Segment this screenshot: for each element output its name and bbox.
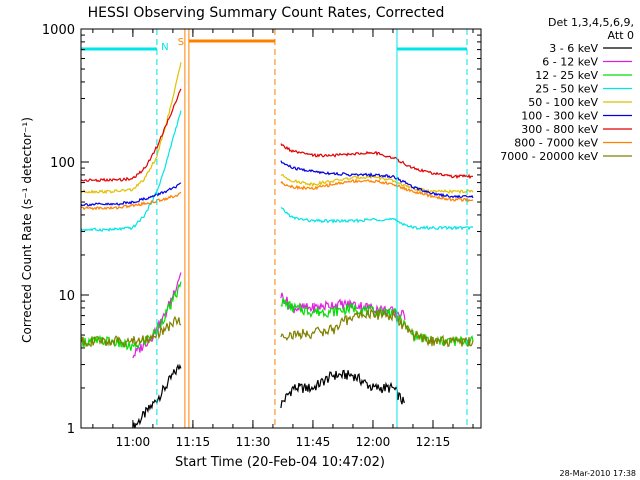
series-line-3-b [280,298,474,348]
series-line-1-b [280,369,405,409]
chart-title: HESSI Observing Summary Count Rates, Cor… [88,5,445,21]
x-tick-label-4: 12:00 [356,435,391,449]
plot-frame [80,28,482,429]
plot-content [80,62,474,429]
series-line-9-a [80,315,182,348]
axes: 11:00 11:15 11:30 11:45 12:00 12:15 1 10 100 1000 [42,23,482,449]
legend-label-1: 3 - 6 keV [549,42,598,55]
legend-label-6: 100 - 300 keV [521,110,598,123]
legend-label-8: 800 - 7000 keV [514,137,598,150]
marker-label-n: N [161,42,168,53]
series-line-4-a [80,110,182,233]
series-line-7-a [80,88,182,183]
series-line-4-b [280,207,474,231]
series-line-8-b [280,178,474,203]
x-tick-label-3: 11:45 [296,435,331,449]
series-line-5-a [80,62,182,195]
legend-header-1: Det 1,3,4,5,6,9, [548,16,634,29]
y-tick-label-0: 1 [67,422,75,437]
series-line-3-a [80,281,182,351]
x-axis-label: Start Time (20-Feb-04 10:47:02) [175,455,385,470]
y-tick-label-3: 1000 [42,23,75,38]
legend-label-5: 50 - 100 keV [528,96,598,109]
legend-label-4: 25 - 50 keV [535,83,598,96]
x-tick-label-1: 11:15 [176,435,211,449]
x-tick-label-5: 12:15 [416,435,451,449]
legend-header-2: Att 0 [608,29,634,42]
marker-label-s: S [178,37,184,48]
legend-label-2: 6 - 12 keV [542,56,598,69]
series-line-6-a [80,182,182,207]
legend-label-7: 300 - 800 keV [521,123,598,136]
series-line-7-b [280,143,473,180]
series-line-9-b [280,307,474,348]
x-tick-label-2: 11:30 [236,435,271,449]
legend-label-9: 7000 - 20000 keV [500,150,598,163]
legend-label-3: 12 - 25 keV [535,69,598,82]
footer-timestamp: 28-Mar-2010 17:38 [560,469,637,478]
series-line-2-a [132,272,182,359]
y-axis-label: Corrected Count Rate (s⁻¹ detector⁻¹) [20,117,34,343]
y-tick-label-1: 10 [58,289,75,304]
x-tick-label-0: 11:00 [116,435,151,449]
series-line-6-b [280,160,474,199]
series-line-8-a [80,191,182,211]
series-line-5-b [280,173,474,195]
y-tick-label-2: 100 [50,156,75,171]
